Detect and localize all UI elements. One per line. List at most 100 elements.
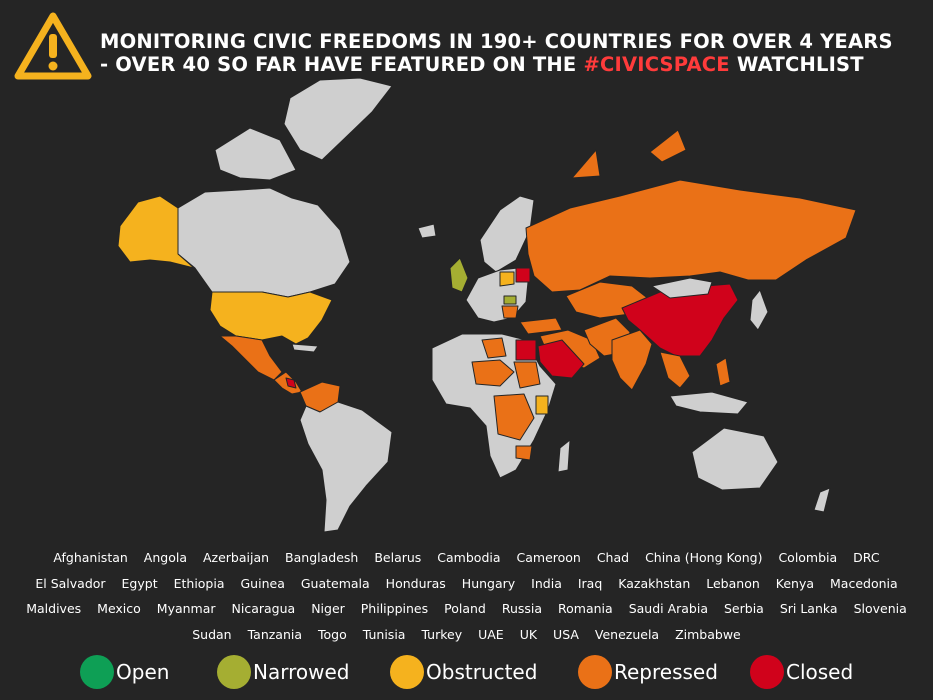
- country-label: Macedonia: [830, 575, 898, 591]
- title-line-2-prefix: - OVER 40 SO FAR HAVE FEATURED ON THE: [100, 53, 584, 76]
- country-label: Cambodia: [437, 550, 501, 565]
- country-label: Nicaragua: [231, 601, 296, 617]
- legend: Open Narrowed Obstructed Repressed Close…: [0, 650, 933, 695]
- map-new-zealand: [813, 487, 831, 513]
- map-egypt: [515, 339, 537, 361]
- country-label: USA: [553, 627, 579, 643]
- title-line-2: - OVER 40 SO FAR HAVE FEATURED ON THE #C…: [100, 53, 900, 76]
- legend-item-closed: Closed: [750, 652, 853, 692]
- map-novaya-zemlya: [649, 129, 687, 163]
- legend-label-narrowed: Narrowed: [253, 660, 350, 684]
- country-label: Azerbaijan: [202, 550, 270, 565]
- legend-item-open: Open: [80, 652, 169, 692]
- country-label: Lebanon: [706, 575, 760, 591]
- map-nicaragua: [285, 377, 297, 389]
- map-australia: [691, 427, 779, 491]
- world-map: [117, 77, 857, 533]
- country-label: Belarus: [374, 550, 422, 565]
- title-line-2-suffix: WATCHLIST: [729, 53, 864, 76]
- map-mexico: [219, 335, 283, 381]
- countries-row-3: Maldives Mexico Myanmar Nicaragua Niger …: [0, 596, 933, 622]
- country-label: Kenya: [775, 575, 815, 591]
- country-label: Sudan: [192, 627, 232, 643]
- map-balkans: [501, 305, 519, 319]
- country-label: Philippines: [360, 601, 429, 617]
- map-canada-islands: [214, 127, 297, 181]
- map-saudi-arabia: [537, 339, 585, 379]
- country-label: Sri Lanka: [779, 601, 838, 617]
- map-poland: [499, 271, 515, 287]
- legend-item-obstructed: Obstructed: [390, 652, 537, 692]
- country-label: Myanmar: [156, 601, 216, 617]
- country-label: Egypt: [121, 575, 158, 591]
- countries-row-1: Afghanistan Angola Azerbaijan Bangladesh…: [0, 545, 933, 571]
- legend-label-obstructed: Obstructed: [426, 660, 538, 684]
- countries-row-4: Sudan Tanzania Togo Tunisia Turkey UAE U…: [0, 622, 933, 648]
- map-southeast-asia: [659, 351, 691, 389]
- page-title: MONITORING CIVIC FREEDOMS IN 190+ COUNTR…: [100, 30, 900, 76]
- map-india: [611, 329, 653, 391]
- country-label: Togo: [318, 627, 347, 643]
- map-hungary: [503, 295, 517, 305]
- map-indonesia: [669, 391, 749, 415]
- map-greenland: [283, 77, 393, 161]
- map-uk: [449, 257, 469, 293]
- warning-triangle-icon: [14, 12, 92, 80]
- country-label: Kazakhstan: [618, 575, 691, 591]
- country-label: Tunisia: [362, 627, 406, 643]
- country-label: Colombia: [778, 550, 838, 565]
- country-label: Turkey: [421, 627, 463, 643]
- country-label: Poland: [444, 601, 486, 617]
- country-label: UK: [519, 627, 538, 643]
- country-label: Ethiopia: [173, 575, 225, 591]
- map-mongolia: [651, 277, 713, 299]
- map-north-africa-repressed: [481, 337, 507, 359]
- legend-label-repressed: Repressed: [614, 660, 718, 684]
- country-label: Hungary: [461, 575, 516, 591]
- map-turkey: [519, 317, 563, 335]
- country-label: Slovenia: [853, 601, 907, 617]
- watchlist-countries: Afghanistan Angola Azerbaijan Bangladesh…: [0, 545, 933, 648]
- map-belarus: [515, 267, 531, 283]
- country-label: Iraq: [577, 575, 603, 591]
- map-canada: [177, 187, 351, 298]
- country-label: China (Hong Kong): [645, 550, 763, 565]
- country-label: Romania: [558, 601, 613, 617]
- map-scandinavia: [479, 195, 535, 273]
- country-label: Russia: [501, 601, 543, 617]
- title-line-1: MONITORING CIVIC FREEDOMS IN 190+ COUNTR…: [100, 30, 893, 53]
- legend-item-repressed: Repressed: [578, 652, 718, 692]
- country-label: Angola: [143, 550, 187, 565]
- country-label: Mexico: [97, 601, 141, 617]
- country-label: Venezuela: [594, 627, 660, 643]
- header: MONITORING CIVIC FREEDOMS IN 190+ COUNTR…: [0, 0, 933, 84]
- country-label: Guatemala: [300, 575, 370, 591]
- legend-item-narrowed: Narrowed: [217, 652, 349, 692]
- map-russia-islands: [571, 149, 601, 179]
- map-south-america: [299, 401, 393, 533]
- country-label: Cameroon: [516, 550, 581, 565]
- legend-swatch-narrowed: [217, 655, 251, 689]
- map-philippines: [715, 357, 731, 387]
- country-label: Tanzania: [247, 627, 303, 643]
- map-central-africa: [493, 393, 535, 441]
- countries-row-2: El Salvador Egypt Ethiopia Guinea Guatem…: [0, 571, 933, 597]
- map-iceland: [417, 223, 437, 239]
- country-label: Chad: [596, 550, 630, 565]
- legend-swatch-open: [80, 655, 114, 689]
- map-alaska: [117, 195, 195, 269]
- country-label: Honduras: [385, 575, 446, 591]
- country-label: Afghanistan: [53, 550, 128, 565]
- map-japan: [749, 289, 769, 331]
- country-label: Niger: [311, 601, 345, 617]
- legend-swatch-repressed: [578, 655, 612, 689]
- country-label: Bangladesh: [285, 550, 359, 565]
- country-label: Maldives: [26, 601, 82, 617]
- country-label: Guinea: [240, 575, 285, 591]
- map-zimbabwe: [515, 445, 533, 461]
- country-label: Zimbabwe: [675, 627, 741, 643]
- legend-swatch-closed: [750, 655, 784, 689]
- country-label: El Salvador: [35, 575, 106, 591]
- map-russia: [525, 179, 857, 293]
- legend-label-closed: Closed: [786, 660, 854, 684]
